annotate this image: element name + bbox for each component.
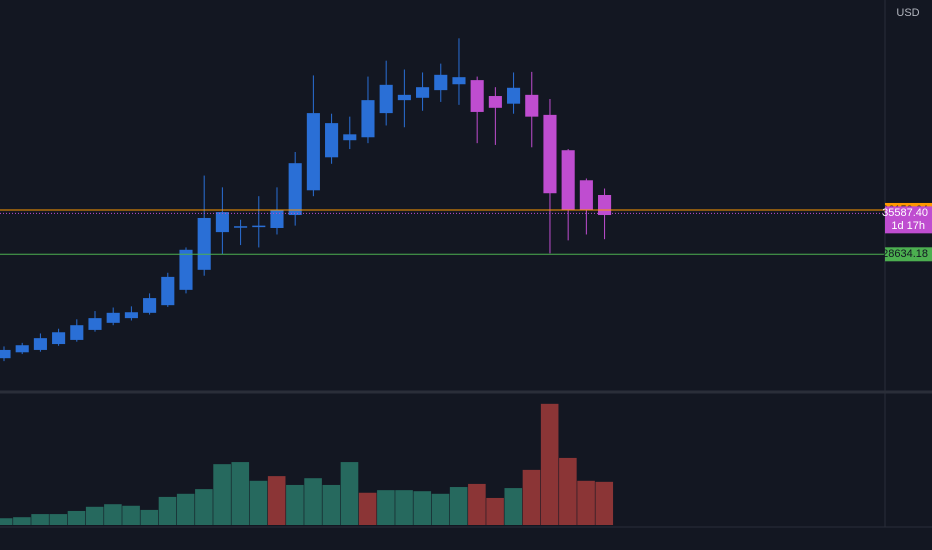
histogram-bar bbox=[377, 490, 395, 525]
candle-body bbox=[325, 123, 339, 158]
candle-body bbox=[197, 217, 211, 270]
candle-body bbox=[15, 345, 29, 353]
candle-body bbox=[252, 225, 266, 228]
candle-body bbox=[452, 77, 466, 85]
histogram-bar bbox=[49, 514, 68, 525]
candle-body bbox=[361, 100, 375, 138]
candle-body bbox=[52, 332, 66, 345]
histogram-bar bbox=[486, 497, 504, 525]
currency-box[interactable] bbox=[895, 4, 921, 21]
currency[interactable]: USD bbox=[896, 7, 919, 19]
candle-body bbox=[397, 94, 411, 101]
candle-body bbox=[379, 84, 393, 114]
candle-body bbox=[215, 212, 229, 233]
histogram-bar bbox=[559, 457, 577, 525]
candle-body bbox=[288, 163, 302, 216]
histogram-bar bbox=[67, 510, 86, 525]
candle-body bbox=[0, 349, 11, 359]
candle-body bbox=[488, 96, 502, 108]
histogram-bar bbox=[176, 493, 195, 525]
bar-countdown: 1d 17h bbox=[891, 220, 925, 232]
candle-body bbox=[470, 80, 484, 112]
histogram-bar bbox=[431, 493, 450, 525]
histogram-bar bbox=[522, 469, 541, 525]
histogram-bar bbox=[322, 484, 341, 525]
histogram-bar bbox=[31, 514, 49, 525]
candle-body bbox=[416, 87, 430, 98]
candle-body bbox=[561, 150, 575, 211]
histogram-bar bbox=[340, 462, 359, 525]
histogram-bar bbox=[213, 464, 231, 525]
price-line-box bbox=[885, 247, 932, 262]
histogram-bar bbox=[577, 480, 595, 525]
candle-body bbox=[598, 195, 612, 216]
candle-body bbox=[106, 312, 120, 323]
histogram-bar bbox=[0, 518, 13, 525]
histogram-bar bbox=[395, 490, 413, 525]
histogram-bar bbox=[504, 488, 523, 525]
histogram-bar bbox=[104, 504, 122, 525]
histogram-bar bbox=[304, 478, 322, 525]
candle-body bbox=[88, 318, 102, 330]
histogram-bar bbox=[231, 462, 250, 525]
candle-body bbox=[179, 249, 193, 290]
candle-body bbox=[579, 180, 593, 211]
candle-body bbox=[33, 338, 47, 350]
histogram-bar bbox=[158, 496, 177, 525]
candle-body bbox=[70, 325, 84, 340]
candle-body bbox=[343, 134, 357, 141]
candle-body bbox=[507, 87, 521, 104]
candle-body bbox=[306, 113, 320, 191]
last-price-box bbox=[885, 206, 932, 234]
price-line-label: 28634.18 bbox=[882, 248, 928, 260]
histogram-bar bbox=[13, 517, 31, 525]
histogram-bar bbox=[286, 484, 304, 525]
histogram-bar bbox=[468, 483, 486, 525]
histogram-bar bbox=[413, 491, 432, 525]
candle-body bbox=[525, 94, 539, 117]
candle-body bbox=[161, 276, 175, 306]
candle-body bbox=[234, 226, 248, 228]
histogram-bar bbox=[449, 487, 468, 525]
histogram-bar bbox=[249, 480, 268, 525]
candle-body bbox=[434, 74, 448, 91]
candle-body bbox=[270, 210, 284, 228]
candle-body bbox=[143, 298, 157, 313]
histogram-bar bbox=[267, 476, 286, 525]
candle-body bbox=[124, 312, 138, 319]
histogram-bar bbox=[85, 506, 104, 525]
histogram-bar bbox=[358, 492, 377, 525]
histogram-bar bbox=[122, 505, 140, 525]
last-price-label: 35587.40 bbox=[882, 207, 928, 219]
histogram-bar bbox=[140, 509, 159, 525]
histogram-bar bbox=[195, 489, 213, 525]
candle-body bbox=[543, 114, 557, 194]
histogram-bar bbox=[540, 403, 559, 525]
histogram-bar bbox=[595, 481, 614, 525]
